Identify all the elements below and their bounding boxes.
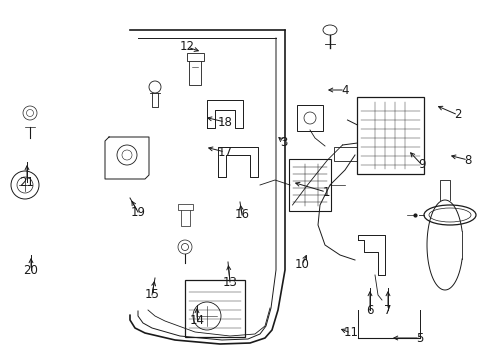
Text: 2: 2 (454, 108, 462, 122)
Text: 16: 16 (235, 208, 249, 221)
Text: 12: 12 (179, 40, 195, 54)
Text: 10: 10 (294, 258, 310, 271)
Text: 6: 6 (366, 303, 374, 316)
Text: 17: 17 (218, 145, 232, 158)
Text: 8: 8 (465, 153, 472, 166)
Text: 4: 4 (341, 84, 349, 96)
FancyBboxPatch shape (177, 203, 193, 210)
Text: 18: 18 (218, 116, 232, 129)
Text: 15: 15 (145, 288, 159, 302)
FancyBboxPatch shape (187, 53, 203, 60)
Text: 9: 9 (418, 158, 426, 171)
FancyBboxPatch shape (189, 55, 201, 85)
Text: 21: 21 (20, 175, 34, 189)
Text: 7: 7 (384, 303, 392, 316)
Ellipse shape (424, 205, 476, 225)
Ellipse shape (323, 25, 337, 35)
Ellipse shape (181, 243, 189, 251)
Text: 5: 5 (416, 332, 424, 345)
Text: 19: 19 (130, 206, 146, 219)
FancyBboxPatch shape (334, 147, 358, 161)
FancyBboxPatch shape (357, 96, 423, 174)
Text: 1: 1 (322, 185, 330, 198)
Ellipse shape (23, 106, 37, 120)
FancyBboxPatch shape (289, 159, 331, 211)
Text: 14: 14 (190, 314, 204, 327)
Ellipse shape (26, 109, 33, 117)
Ellipse shape (178, 240, 192, 254)
Ellipse shape (429, 208, 471, 222)
Text: 20: 20 (24, 264, 38, 276)
FancyBboxPatch shape (297, 105, 323, 131)
Ellipse shape (149, 81, 161, 93)
FancyBboxPatch shape (185, 279, 245, 337)
Text: 11: 11 (343, 327, 359, 339)
FancyBboxPatch shape (180, 207, 190, 225)
Text: 13: 13 (222, 275, 238, 288)
Text: 3: 3 (280, 135, 288, 148)
